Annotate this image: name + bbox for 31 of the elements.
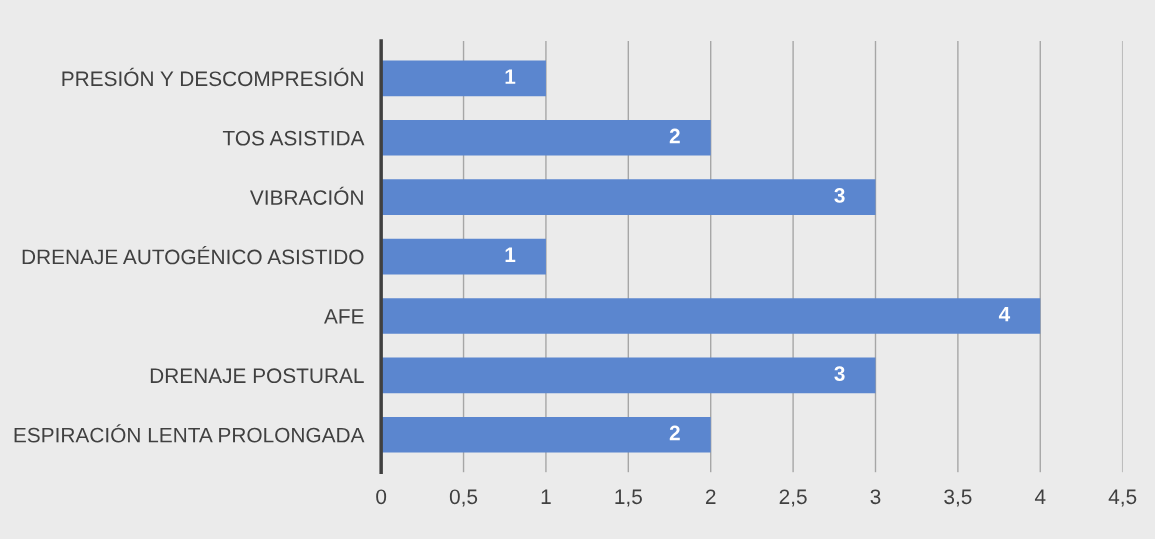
- bar: [381, 357, 876, 394]
- data-label: 3: [834, 366, 845, 381]
- bar: [381, 238, 546, 275]
- x-tick-label: 1: [541, 489, 551, 504]
- y-tick-label: DRENAJE POSTURAL: [150, 368, 364, 384]
- y-tick-label: ESPIRACIÓN LENTA PROLONGADA: [14, 424, 365, 443]
- y-tick-label: DRENAJE AUTOGÉNICO ASISTIDO: [22, 246, 364, 265]
- data-label: 2: [669, 128, 680, 144]
- x-tick-label: 3: [870, 489, 881, 505]
- x-tick-label: 0,5: [449, 489, 478, 507]
- y-tick-label: AFE: [324, 309, 364, 324]
- bar: [381, 298, 1041, 334]
- x-tick-label: 4,5: [1108, 489, 1137, 507]
- bar: [381, 119, 711, 156]
- bar: [381, 60, 546, 97]
- data-label: 2: [669, 425, 680, 441]
- bar: [381, 179, 876, 215]
- data-label: 3: [834, 188, 845, 203]
- x-tick-label: 1,5: [615, 489, 642, 507]
- data-label: 1: [505, 69, 516, 84]
- data-label: 1: [505, 247, 516, 262]
- y-tick-label: PRESIÓN Y DESCOMPRESIÓN: [62, 67, 363, 87]
- x-tick-label: 4: [1034, 489, 1046, 504]
- data-label: 4: [998, 307, 1011, 322]
- x-tick-label: 2,5: [779, 489, 807, 507]
- x-tick-label: 0: [376, 489, 387, 505]
- y-tick-label: TOS ASISTIDA: [222, 130, 365, 146]
- bar: [381, 416, 711, 453]
- y-tick-label: VIBRACIÓN: [249, 186, 363, 205]
- x-tick-label: 3,5: [944, 489, 972, 507]
- x-tick-label: 2: [705, 489, 716, 504]
